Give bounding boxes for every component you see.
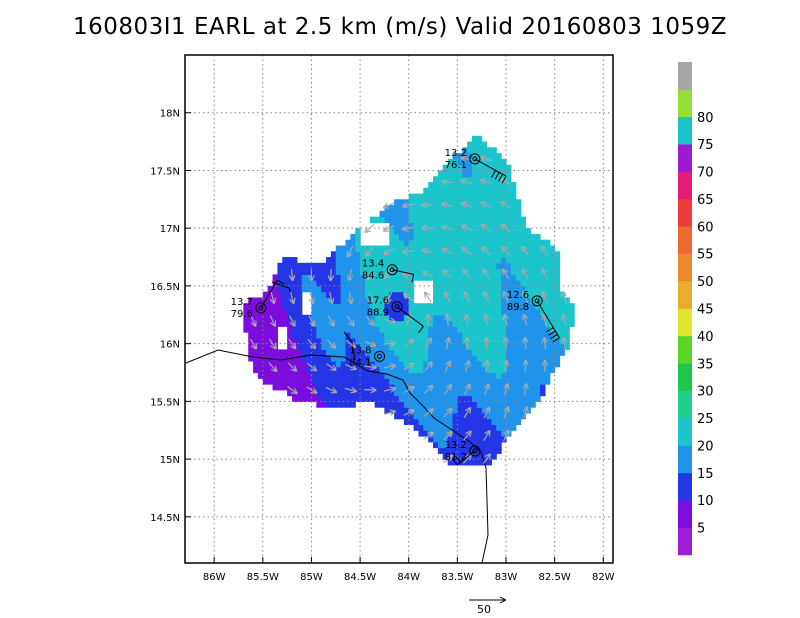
colorbar-swatch bbox=[678, 281, 692, 309]
colorbar-swatch bbox=[678, 363, 692, 391]
colorbar-swatch bbox=[678, 116, 692, 145]
colorbar-label: 50 bbox=[697, 275, 714, 290]
colorbar-swatch bbox=[678, 226, 692, 255]
dropsonde-bottom-value: 89.8 bbox=[507, 302, 529, 313]
chart-title: 160803I1 EARL at 2.5 km (m/s) Valid 2016… bbox=[72, 14, 728, 40]
dropsonde-marker bbox=[255, 302, 267, 314]
dropsonde-marker bbox=[531, 295, 543, 307]
colorbar-label: 20 bbox=[697, 439, 714, 454]
dropsonde-marker bbox=[391, 301, 403, 313]
lat-tick-label: 16.5N bbox=[150, 282, 180, 293]
colorbar-label: 5 bbox=[697, 522, 705, 537]
colorbar-label: 35 bbox=[697, 357, 714, 372]
lon-tick-label: 83.5W bbox=[441, 572, 473, 583]
colorbar-swatch bbox=[678, 144, 692, 172]
colorbar-label: 30 bbox=[697, 385, 714, 400]
colorbar-label: 40 bbox=[697, 330, 714, 345]
colorbar: 5 10 15 20 25 30 35 40 45 50 55 60 65 70 75 80 bbox=[678, 62, 714, 556]
colorbar-swatch bbox=[678, 198, 692, 227]
lat-lon-gridlines bbox=[185, 55, 613, 563]
lon-tick-label: 85.5W bbox=[247, 572, 279, 583]
lon-tick-label: 83W bbox=[495, 572, 518, 583]
dropsonde-bottom-value: 76.1 bbox=[445, 160, 467, 171]
dropsonde-marker bbox=[374, 350, 386, 362]
lat-tick-label: 14.5N bbox=[150, 513, 180, 524]
lat-tick-label: 17.5N bbox=[150, 166, 180, 177]
dropsonde-top-value: 13.7 bbox=[231, 297, 253, 308]
dropsonde-bottom-value: 88.9 bbox=[367, 308, 389, 319]
colorbar-label: 65 bbox=[697, 193, 714, 208]
colorbar-swatch bbox=[678, 89, 692, 118]
colorbar-label: 75 bbox=[697, 138, 714, 153]
dropsonde-top-value: 17.6 bbox=[367, 296, 389, 307]
colorbar-swatch bbox=[678, 418, 692, 446]
vector-key: 50 bbox=[469, 600, 505, 616]
longitude-tick-labels: 86W 85.5W 85W 84.5W 84W 83.5W 83W 82.5W 82W bbox=[203, 572, 615, 583]
lon-tick-label: 86W bbox=[203, 572, 226, 583]
dropsonde-bottom-value: 84.1 bbox=[349, 357, 371, 368]
lon-tick-label: 84.5W bbox=[344, 572, 376, 583]
wind-speed-field bbox=[243, 135, 575, 466]
colorbar-swatch bbox=[678, 527, 692, 556]
colorbar-swatch bbox=[678, 445, 692, 474]
colorbar-label: 55 bbox=[697, 248, 714, 263]
lat-tick-label: 16N bbox=[160, 340, 180, 351]
lon-tick-label: 85W bbox=[300, 572, 323, 583]
dropsonde-top-value: 13.2 bbox=[445, 148, 467, 159]
dropsonde-marker bbox=[386, 264, 398, 276]
lat-tick-label: 18N bbox=[160, 109, 180, 120]
dropsonde-top-value: 13.4 bbox=[362, 259, 384, 270]
colorbar-label: 60 bbox=[697, 220, 714, 235]
dropsonde-marker bbox=[469, 153, 481, 165]
lon-tick-label: 82.5W bbox=[539, 572, 571, 583]
colorbar-swatch bbox=[678, 62, 692, 90]
colorbar-swatch bbox=[678, 335, 692, 364]
colorbar-label: 45 bbox=[697, 303, 714, 318]
dropsonde-bottom-value: 81.2 bbox=[445, 452, 467, 463]
colorbar-swatch bbox=[678, 308, 692, 337]
colorbar-label: 15 bbox=[697, 467, 714, 482]
lon-tick-label: 82W bbox=[592, 572, 615, 583]
latitude-tick-labels: 18N 17.5N 17N 16.5N 16N 15.5N 15N 14.5N bbox=[150, 109, 180, 524]
vector-key-label: 50 bbox=[477, 603, 491, 616]
colorbar-label: 10 bbox=[697, 494, 714, 509]
lat-tick-label: 17N bbox=[160, 224, 180, 235]
colorbar-swatch bbox=[678, 500, 692, 528]
lon-tick-label: 84W bbox=[397, 572, 420, 583]
dropsonde-bottom-value: 84.6 bbox=[362, 271, 384, 282]
lat-tick-label: 15N bbox=[160, 455, 180, 466]
lat-tick-label: 15.5N bbox=[150, 397, 180, 408]
wind-vectors bbox=[249, 157, 566, 464]
colorbar-label: 80 bbox=[697, 111, 714, 126]
colorbar-label: 70 bbox=[697, 166, 714, 181]
dropsonde-bottom-value: 79.6 bbox=[231, 309, 253, 320]
dropsonde-marker bbox=[469, 445, 481, 457]
dropsonde-top-value: 13.8 bbox=[349, 345, 371, 356]
colorbar-swatch bbox=[678, 472, 692, 501]
colorbar-swatch bbox=[678, 390, 692, 419]
plot-frame bbox=[184, 54, 614, 564]
dropsonde-markers: 13.276.113.484.612.689.813.779.617.688.9… bbox=[231, 148, 560, 466]
colorbar-label: 25 bbox=[697, 412, 714, 427]
dropsonde-top-value: 12.6 bbox=[507, 290, 529, 301]
dropsonde-top-value: 13.2 bbox=[445, 440, 467, 451]
colorbar-swatch bbox=[678, 171, 692, 200]
colorbar-swatch bbox=[678, 253, 692, 282]
